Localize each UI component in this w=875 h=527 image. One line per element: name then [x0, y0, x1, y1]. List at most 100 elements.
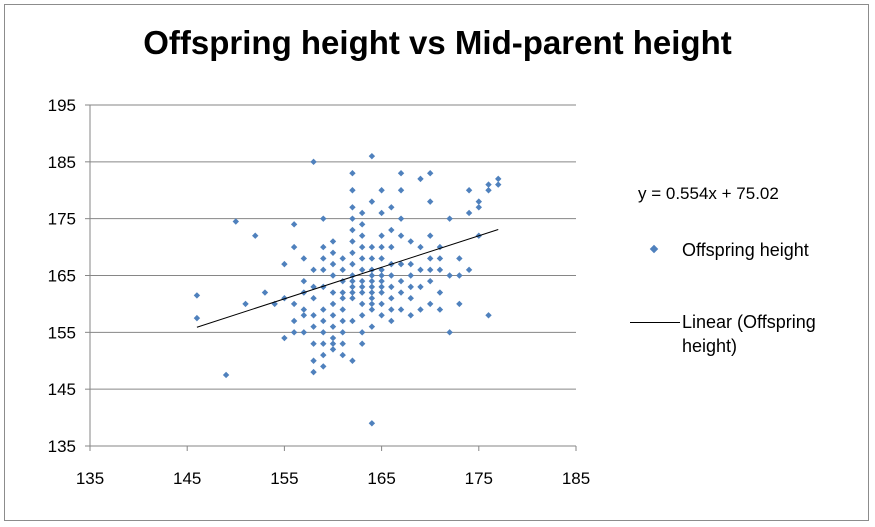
data-point — [368, 152, 376, 160]
data-point — [349, 187, 356, 194]
data-point — [378, 289, 385, 296]
data-point — [320, 306, 327, 313]
data-point — [388, 243, 395, 251]
data-point — [320, 329, 327, 336]
data-point — [339, 340, 346, 347]
data-point — [427, 170, 434, 177]
data-point — [465, 266, 473, 274]
data-point — [310, 357, 317, 364]
data-point — [378, 232, 385, 239]
data-point — [388, 226, 395, 234]
data-point — [358, 243, 366, 251]
x-tick-label-185: 185 — [562, 469, 590, 488]
data-point — [242, 300, 249, 308]
data-point — [329, 260, 337, 268]
data-point — [358, 266, 366, 274]
data-point — [310, 158, 317, 166]
data-point — [407, 295, 414, 302]
data-point — [349, 357, 356, 364]
data-point — [436, 289, 444, 296]
data-point — [446, 329, 453, 336]
data-point — [320, 255, 327, 262]
data-point — [368, 289, 376, 296]
data-point — [485, 181, 492, 188]
data-point — [329, 238, 337, 245]
data-point — [349, 289, 356, 296]
data-point — [485, 312, 492, 319]
data-point — [349, 238, 356, 245]
data-point — [388, 204, 395, 211]
data-point — [417, 283, 424, 291]
data-point — [329, 340, 337, 347]
data-point — [485, 187, 492, 194]
data-point — [368, 323, 376, 330]
data-point — [358, 209, 366, 217]
data-point — [378, 272, 385, 279]
data-point — [378, 209, 385, 217]
data-point — [388, 317, 395, 325]
data-point — [465, 187, 473, 194]
data-point — [475, 204, 482, 211]
data-point — [320, 215, 327, 222]
data-point — [475, 198, 482, 205]
data-point — [397, 289, 405, 296]
data-point — [329, 289, 337, 296]
data-point — [320, 351, 327, 359]
data-point — [329, 312, 337, 319]
data-point — [281, 260, 288, 268]
data-point — [358, 329, 366, 336]
data-point — [349, 260, 356, 268]
data-point — [456, 255, 463, 262]
data-point — [407, 272, 414, 279]
legend-label-offspring-height: Offspring height — [682, 240, 809, 260]
y-tick-labels: 135 145 155 165 175 185 195 — [48, 96, 76, 456]
data-point — [281, 334, 288, 342]
x-tick-label-175: 175 — [465, 469, 493, 488]
x-tick-label-145: 145 — [173, 469, 201, 488]
data-point — [456, 300, 463, 308]
data-point — [397, 215, 405, 222]
data-point — [290, 221, 298, 228]
data-point — [368, 272, 376, 279]
data-points — [193, 152, 502, 427]
data-point — [300, 329, 308, 336]
data-point — [339, 295, 346, 302]
data-point — [222, 371, 230, 379]
data-point — [495, 181, 502, 188]
data-point — [436, 306, 444, 313]
data-point — [368, 198, 376, 205]
data-point — [329, 272, 337, 279]
trendline — [196, 228, 499, 328]
data-point — [193, 314, 201, 322]
data-point — [349, 226, 356, 234]
data-point — [397, 170, 405, 177]
data-point — [261, 289, 269, 296]
data-point — [329, 300, 337, 308]
data-point — [427, 232, 434, 239]
chart-frame — [4, 4, 869, 521]
data-point — [427, 266, 434, 274]
data-point — [300, 306, 308, 313]
data-point — [368, 277, 376, 285]
data-point — [349, 215, 356, 222]
data-point — [388, 306, 395, 313]
data-point — [290, 300, 298, 308]
data-point — [349, 317, 356, 325]
y-tick-label-135: 135 — [48, 437, 76, 456]
data-point — [397, 306, 405, 313]
y-tick-label-145: 145 — [48, 380, 76, 399]
data-point — [339, 317, 346, 325]
data-point — [349, 295, 356, 302]
data-point — [368, 243, 376, 251]
data-point — [358, 283, 366, 291]
data-point — [300, 277, 308, 285]
data-point — [349, 170, 356, 177]
data-point — [290, 329, 298, 336]
data-point — [378, 300, 385, 308]
data-point — [378, 255, 385, 262]
data-point — [378, 312, 385, 319]
axes — [85, 104, 577, 451]
x-tick-labels: 135 145 155 165 175 185 — [76, 469, 590, 488]
data-point — [349, 204, 356, 211]
